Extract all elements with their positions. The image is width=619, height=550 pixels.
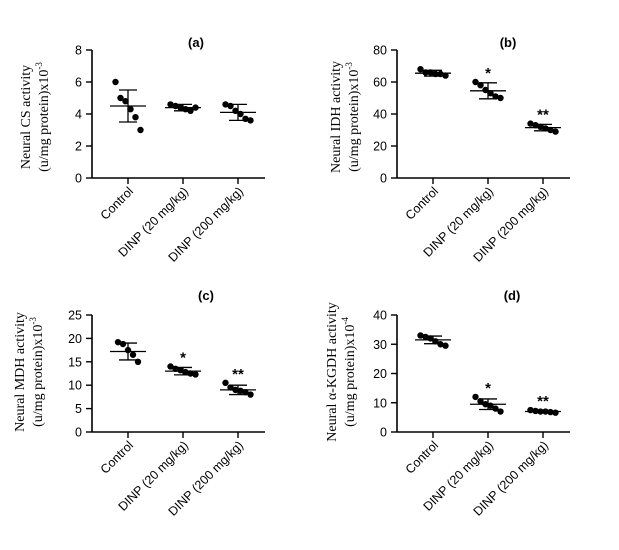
- data-point: [482, 86, 489, 94]
- panel-d: (d) Neural α-KGDH activity (u/mg protein)x…: [325, 288, 570, 519]
- data-point: [114, 338, 122, 346]
- data-point: [137, 126, 144, 134]
- data-point: [487, 90, 494, 97]
- y-axis-label-line2: (u/mg protein)x10: [31, 325, 46, 427]
- y-tick-label: 20: [373, 367, 387, 381]
- data-point: [527, 120, 534, 127]
- y-axis-label-exponent: -4: [340, 317, 350, 325]
- y-tick-label: 8: [75, 44, 82, 58]
- y-tick-label: 6: [75, 76, 82, 90]
- y-axis-label: Neural CS activity (u/mg protein)x10-3: [19, 62, 52, 172]
- data-point: [222, 379, 229, 387]
- data-point: [182, 368, 189, 376]
- data-point: [442, 72, 449, 79]
- data-point: [192, 371, 199, 378]
- data-point: [242, 389, 249, 396]
- y-tick-label: 2: [75, 140, 82, 154]
- data-point: [122, 98, 129, 105]
- y-axis-label-exponent: -3: [34, 62, 44, 70]
- data-point: [492, 93, 499, 100]
- data-point: [497, 408, 504, 415]
- data-point: [117, 94, 124, 102]
- y-axis-label-line2: (u/mg protein)x10: [347, 70, 362, 172]
- significance-marker: *: [180, 349, 186, 366]
- data-point: [497, 94, 504, 102]
- data-point: [477, 82, 484, 89]
- y-tick-label: 10: [373, 396, 387, 410]
- panel-b: (b) Neural IDH activity (u/mg protein)x10-…: [329, 35, 570, 265]
- y-tick-label: 10: [68, 379, 82, 393]
- data-point: [477, 398, 484, 405]
- y-tick-label: 30: [373, 338, 387, 352]
- y-axis-label-exponent: -3: [28, 317, 38, 325]
- y-axis-label-line1: Neural MDH activity: [13, 312, 28, 432]
- data-point: [542, 125, 549, 132]
- data-point: [119, 340, 127, 348]
- y-axis-label-line1: Neural IDH activity: [329, 61, 344, 173]
- data-point: [127, 106, 134, 113]
- data-point: [222, 101, 229, 108]
- data-point: [237, 387, 244, 395]
- y-axis-label: Neural α-KGDH activity (u/mg protein)x10-…: [325, 302, 358, 442]
- significance-marker: *: [485, 65, 491, 82]
- data-point: [177, 367, 184, 374]
- panel-c: (c) Neural MDH activity (u/mg protein)x10-…: [13, 288, 265, 519]
- panel-title: (c): [198, 288, 214, 303]
- x-category-label: Control: [98, 184, 136, 222]
- panel-title: (a): [188, 35, 204, 50]
- y-tick-label: 40: [373, 108, 387, 122]
- panel-title: (d): [504, 288, 521, 303]
- data-point: [132, 114, 139, 121]
- y-axis-label-line1: Neural α-KGDH activity: [325, 302, 340, 442]
- data-point: [129, 351, 137, 358]
- y-tick-label: 0: [75, 426, 82, 440]
- data-point: [167, 101, 174, 108]
- y-tick-label: 0: [380, 426, 387, 440]
- y-axis-label: Neural IDH activity (u/mg protein)x10-3: [329, 61, 362, 173]
- data-point: [552, 128, 559, 135]
- y-axis-label-exponent: -3: [344, 62, 354, 70]
- y-tick-label: 25: [68, 309, 82, 323]
- y-axis-label-line2: (u/mg protein)x10: [343, 325, 358, 427]
- x-category-label: Control: [403, 438, 441, 476]
- y-tick-label: 4: [75, 108, 82, 122]
- y-axis-label: Neural MDH activity (u/mg protein)x10-3: [13, 312, 46, 432]
- y-tick-label: 20: [373, 140, 387, 154]
- significance-marker: *: [485, 380, 491, 397]
- panel-a: (a) Neural CS activity (u/mg protein)x10-3…: [19, 35, 265, 265]
- y-tick-label: 60: [373, 76, 387, 90]
- data-point: [532, 122, 539, 129]
- x-category-label: Control: [98, 438, 136, 476]
- y-tick-label: 0: [380, 172, 387, 186]
- data-point: [422, 333, 429, 341]
- y-tick-label: 15: [68, 355, 82, 369]
- panel-title: (b): [500, 35, 517, 50]
- y-tick-label: 40: [373, 309, 387, 323]
- data-point: [247, 117, 254, 124]
- x-category-label: Control: [403, 184, 441, 222]
- significance-marker: **: [232, 366, 244, 383]
- data-point: [472, 393, 479, 401]
- data-point: [417, 66, 424, 73]
- y-tick-label: 0: [75, 172, 82, 186]
- data-point: [492, 405, 499, 412]
- y-tick-label: 80: [373, 44, 387, 58]
- data-point: [167, 363, 174, 370]
- data-point: [417, 332, 424, 339]
- data-point: [247, 391, 254, 398]
- y-axis-label-line2: (u/mg protein)x10: [37, 70, 52, 172]
- data-point: [472, 78, 479, 86]
- data-point: [442, 342, 449, 349]
- data-point: [537, 123, 544, 130]
- data-point: [112, 78, 119, 86]
- y-axis-label-line1: Neural CS activity: [19, 65, 34, 169]
- significance-marker: **: [537, 393, 549, 410]
- data-point: [227, 384, 234, 391]
- y-tick-label: 20: [68, 332, 82, 346]
- y-tick-label: 5: [75, 402, 82, 416]
- data-point: [552, 409, 559, 416]
- data-point: [547, 126, 554, 134]
- significance-marker: **: [537, 107, 549, 124]
